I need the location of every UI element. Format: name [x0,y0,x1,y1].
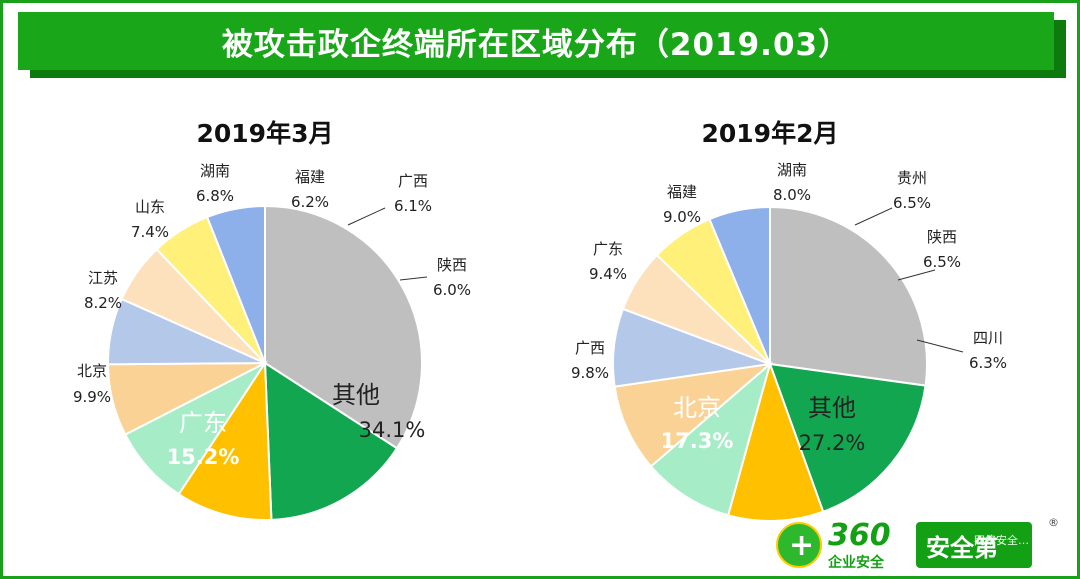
chart-title-march: 2019年3月 [196,119,334,148]
slice-label-1-3: 广东 [593,240,623,258]
pie-slice-1-2 [726,360,825,522]
slice-label-1-6: 贵州 [897,169,927,187]
slice-value-0-0: 34.1% [359,418,426,442]
pie-slice-0-1 [263,361,399,521]
slice-value-1-8: 6.3% [969,354,1007,372]
slice-value-1-1: 17.3% [661,429,734,453]
pie-slice-1-3 [649,361,772,517]
leader-line-1-2 [916,339,964,353]
slice-label-1-1: 北京 [673,394,721,422]
logo-subtitle: 企业安全 [828,555,884,571]
pie-slice-0-8 [205,204,266,364]
slice-label-0-2: 北京 [77,362,107,380]
slice-label-0-7: 广西 [398,172,428,190]
slice-value-1-6: 6.5% [893,194,931,212]
leader-line-1-0 [854,207,893,226]
pie-slice-1-8 [708,205,771,365]
slice-value-0-5: 6.8% [196,187,234,205]
slice-value-0-2: 9.9% [73,388,111,406]
slice-value-1-5: 8.0% [773,186,811,204]
slice-value-1-0: 27.2% [799,431,866,455]
logo-watermark: 网络安全… [974,534,1029,547]
registered-mark: ® [1048,516,1059,529]
pie-slice-0-2 [177,359,273,521]
slice-label-0-4: 山东 [135,198,165,216]
slice-value-1-4: 9.0% [663,208,701,226]
slice-label-0-1: 广东 [179,409,227,437]
pie-slice-1-0 [769,205,928,387]
pie-slice-1-4 [613,362,774,468]
slice-label-0-0: 其他 [332,381,380,409]
slice-label-1-7: 陕西 [927,228,957,246]
logo-badge: 安全第 [916,522,1032,568]
slice-label-1-2: 广西 [575,339,605,357]
slice-label-0-5: 湖南 [200,162,230,180]
slice-value-0-3: 8.2% [84,294,122,312]
slice-value-0-6: 6.2% [291,193,329,211]
slice-label-1-8: 四川 [973,329,1003,347]
logo-plus-icon: + [776,522,822,568]
slice-label-1-0: 其他 [808,394,856,422]
leader-line-1-1 [897,269,936,281]
slice-label-1-5: 湖南 [777,161,807,179]
banner-title: 被攻击政企终端所在区域分布（2019.03） [18,12,1054,70]
slice-value-1-2: 9.8% [571,364,609,382]
slice-label-0-3: 江苏 [88,269,118,287]
leader-line-0-0 [347,207,386,226]
slice-label-0-8: 陕西 [437,256,467,274]
slice-value-0-7: 6.1% [394,197,432,215]
slice-value-0-8: 6.0% [433,281,471,299]
slice-label-0-6: 福建 [295,168,325,186]
pie-slice-1-1 [768,362,927,514]
logo-360-enterprise-security: + 360 企业安全 安全第 网络安全… ® [776,516,1076,574]
slice-value-0-1: 15.2% [167,445,240,469]
slice-value-1-7: 6.5% [923,253,961,271]
chart-title-february: 2019年2月 [701,119,839,148]
logo-number: 360 [828,518,891,553]
slice-value-0-4: 7.4% [131,223,169,241]
slice-label-1-4: 福建 [667,183,697,201]
slice-value-1-3: 9.4% [589,265,627,283]
leader-line-0-1 [399,276,428,281]
